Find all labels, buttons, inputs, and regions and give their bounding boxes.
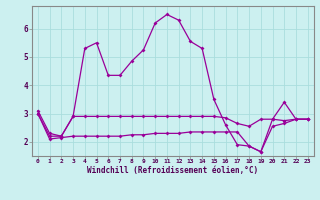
X-axis label: Windchill (Refroidissement éolien,°C): Windchill (Refroidissement éolien,°C) <box>87 166 258 175</box>
